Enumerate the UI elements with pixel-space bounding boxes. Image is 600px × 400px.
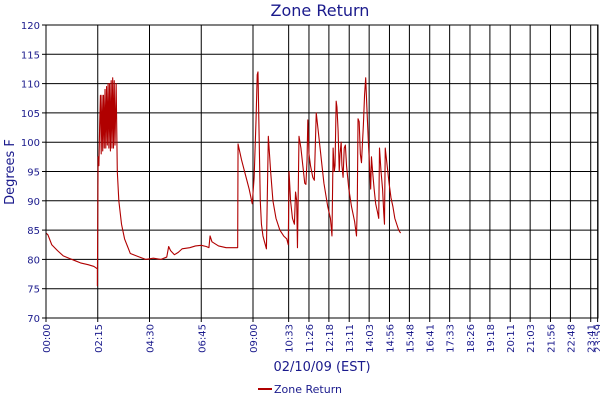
x-tick-label: 15:48: [405, 324, 416, 353]
x-tick-label: 16:41: [426, 324, 437, 353]
y-tick-label: 85: [27, 226, 40, 237]
legend-label: Zone Return: [274, 383, 342, 396]
x-tick-label: 14:03: [365, 324, 376, 353]
x-tick-label: 09:00: [249, 324, 260, 353]
x-tick-label: 04:30: [146, 324, 157, 353]
y-tick-label: 120: [21, 21, 40, 32]
y-tick-label: 110: [21, 80, 40, 91]
y-tick-label: 100: [21, 138, 40, 149]
x-tick-label: 00:00: [42, 324, 53, 353]
series-zone-return: [45, 71, 402, 287]
y-tick-label: 80: [27, 255, 40, 266]
x-tick-label: 12:18: [325, 324, 336, 353]
x-tick-label: 18:26: [466, 324, 477, 353]
y-tick-label: 105: [21, 109, 40, 120]
x-tick-label: 23:59: [594, 324, 600, 353]
y-tick-label: 115: [21, 50, 40, 61]
x-tick-label: 14:56: [385, 324, 396, 353]
chart-title: Zone Return: [271, 1, 370, 20]
x-tick-label: 21:03: [526, 324, 537, 353]
x-axis-label: 02/10/09 (EST): [273, 360, 370, 375]
y-tick-label: 95: [27, 168, 40, 179]
x-axis-ticks: 00:00 02:15 04:30 06:45 09:00 10:33 11:26 12:18…: [42, 318, 600, 353]
legend: Zone Return: [258, 383, 342, 396]
x-tick-label: 23:41: [587, 324, 598, 353]
y-tick-label: 75: [27, 285, 40, 296]
y-tick-label: 90: [27, 197, 40, 208]
y-axis-label: Degrees F: [3, 139, 18, 205]
x-tick-label: 20:11: [506, 324, 517, 353]
x-tick-label: 17:33: [446, 324, 457, 353]
x-tick-label: 06:45: [197, 324, 208, 353]
x-tick-label: 10:33: [285, 324, 296, 353]
x-tick-label: 22:48: [566, 324, 577, 353]
x-tick-label: 13:11: [345, 324, 356, 353]
x-tick-label: 19:18: [486, 324, 497, 353]
x-tick-label: 21:56: [546, 324, 557, 353]
y-axis-ticks: 70 75 80 85 90 95 100 105 110 115 120: [21, 21, 46, 325]
series-line-0: [45, 71, 402, 287]
x-tick-label: 11:26: [305, 324, 316, 353]
y-tick-label: 70: [27, 314, 40, 325]
x-tick-label: 02:15: [94, 324, 105, 353]
